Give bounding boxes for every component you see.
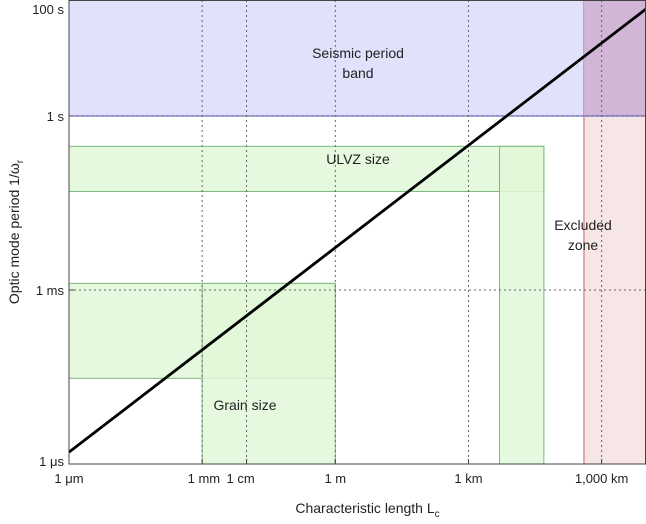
- region-label-1-0: Excluded: [554, 217, 612, 233]
- series-line-0: [68, 7, 646, 454]
- region-label-5-0: Grain size: [213, 397, 276, 413]
- x-ticks: 1 μm 1 mm 1 cm 1 m 1 km 1,000 km: [54, 459, 628, 486]
- x-axis-title-sub: c: [435, 509, 440, 520]
- region-label-0-0: Seismic period: [312, 45, 404, 61]
- x-axis-title-main: Characteristic length L: [295, 500, 435, 516]
- region-3: [498, 145, 545, 465]
- region-0: [68, 0, 646, 117]
- regions-layer: [68, 0, 646, 465]
- x-tick-label-3: 1 m: [324, 471, 346, 486]
- x-tick-label-5: 1,000 km: [575, 471, 628, 486]
- y-tick-label-2: 1 s: [47, 109, 65, 124]
- region-labels-layer: Seismic period band Excluded zone ULVZ size G…: [213, 45, 611, 413]
- y-tick-label-1: 1 ms: [36, 283, 65, 298]
- y-ticks: 1 μs 1 ms 1 s 100 s: [32, 0, 74, 469]
- y-tick-label-0: 1 μs: [39, 454, 64, 469]
- y-axis-title-sub: r: [15, 159, 26, 163]
- region-label-1-1: zone: [568, 237, 599, 253]
- x-tick-label-4: 1 km: [454, 471, 482, 486]
- x-axis-title: Characteristic length Lc: [295, 500, 439, 520]
- y-axis-title-main: Optic mode period 1/ω: [6, 163, 22, 304]
- x-tick-label-0: 1 μm: [54, 471, 83, 486]
- region-overlap: [583, 0, 646, 116]
- region-label-2-0: ULVZ size: [326, 151, 390, 167]
- region-2: [68, 145, 545, 192]
- x-tick-label-2: 1 cm: [227, 471, 255, 486]
- y-tick-label-3: 100 s: [32, 2, 64, 17]
- region-5: [201, 282, 336, 465]
- region-label-0-1: band: [342, 65, 373, 81]
- x-tick-label-1: 1 mm: [188, 471, 221, 486]
- series-layer: [68, 7, 646, 454]
- y-axis-title: Optic mode period 1/ωr: [6, 159, 26, 304]
